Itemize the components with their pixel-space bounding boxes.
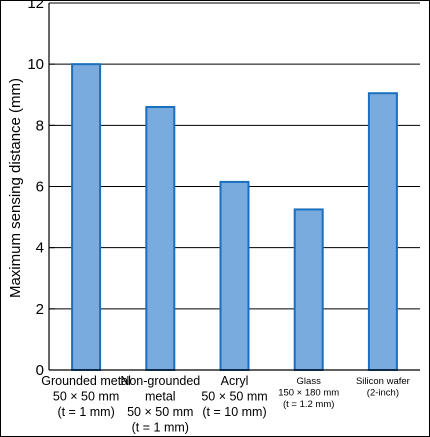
- y-axis-title: Maximum sensing distance (mm): [7, 78, 24, 298]
- bar: [219, 180, 250, 371]
- category-label-line: 50 × 50 mm: [127, 405, 193, 419]
- category-label-line: Non-grounded: [120, 374, 200, 388]
- y-tick-label: 4: [36, 240, 44, 257]
- y-ticks: 0 2 4 6 8 10 12: [27, 0, 55, 379]
- bar: [145, 105, 176, 371]
- category-labels: Grounded metal 50 × 50 mm (t = 1 mm)Non-gr…: [41, 374, 410, 435]
- category-label-line: 50 × 50 mm: [53, 390, 119, 404]
- category-label-line: (t = 10 mm): [202, 405, 266, 419]
- category-label-line: Glass: [297, 376, 322, 387]
- category-label-line: (2-inch): [367, 388, 399, 399]
- y-tick-label: 12: [27, 0, 44, 12]
- bar: [367, 92, 398, 372]
- bar: [71, 63, 102, 372]
- category-label-line: Grounded metal: [41, 374, 131, 388]
- category-label-line: (t = 1 mm): [132, 421, 189, 435]
- category-label-line: Acryl: [221, 374, 249, 388]
- bars: [71, 63, 398, 372]
- y-tick-label: 2: [36, 301, 44, 318]
- category-label: Glass 150 × 180 mm (t = 1.2 mm): [278, 376, 339, 410]
- category-label: Silicon wafer (2-inch): [356, 376, 410, 399]
- category-label: Non-grounded metal 50 × 50 mm (t = 1 mm): [120, 374, 200, 435]
- y-tick-label: 6: [36, 179, 44, 196]
- category-label-line: (t = 1 mm): [57, 405, 114, 419]
- category-label-line: 50 × 50 mm: [201, 390, 267, 404]
- category-label: Grounded metal 50 × 50 mm (t = 1 mm): [41, 374, 131, 419]
- category-label: Acryl 50 × 50 mm (t = 10 mm): [201, 374, 267, 419]
- category-label-line: (t = 1.2 mm): [283, 399, 334, 410]
- bar: [293, 208, 324, 371]
- y-tick-label: 0: [36, 362, 44, 379]
- category-label-line: Silicon wafer: [356, 376, 410, 387]
- y-tick-label: 8: [36, 117, 44, 134]
- y-tick-label: 10: [27, 56, 44, 73]
- category-label-line: 150 × 180 mm: [278, 388, 339, 399]
- category-label-line: metal: [145, 390, 176, 404]
